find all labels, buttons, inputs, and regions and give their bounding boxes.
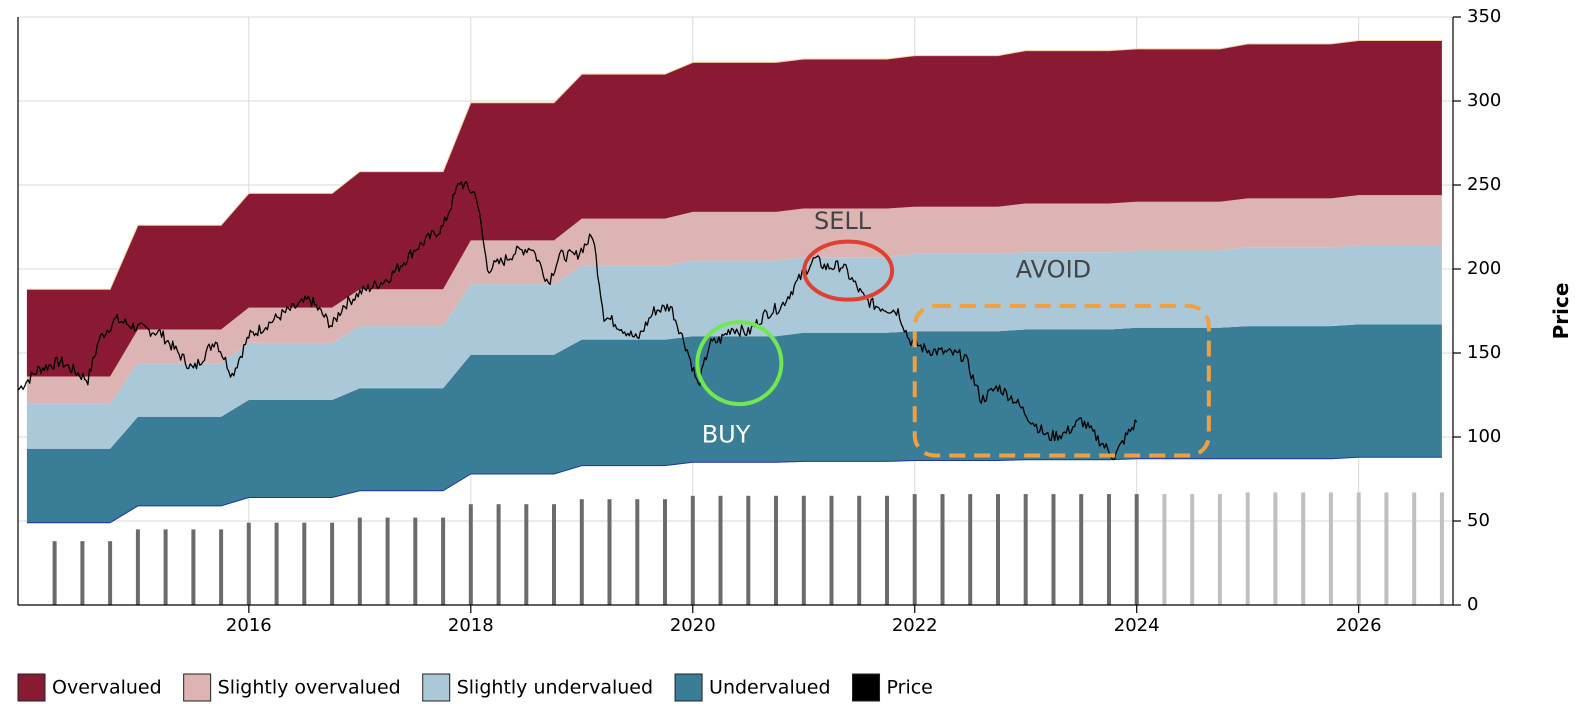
x-tick-label: 2016 <box>226 615 272 636</box>
y-tick-label: 150 <box>1467 342 1501 363</box>
dividend-bar <box>1107 494 1111 605</box>
dividend-bar <box>968 494 973 605</box>
dividend-bar <box>385 517 390 605</box>
dividend-bar <box>940 494 945 605</box>
dividend-bar <box>801 495 806 605</box>
y-tick-label: 50 <box>1467 510 1490 531</box>
dividend-bar <box>718 495 723 605</box>
dividend-bar <box>746 495 751 605</box>
dividend-bar <box>330 522 335 605</box>
legend-swatch-undervalued <box>674 673 703 702</box>
dividend-bar <box>1134 494 1139 605</box>
dividend-bar <box>1051 494 1056 605</box>
dividend-bar <box>857 495 862 605</box>
band-upper-edge <box>26 40 1442 290</box>
dividend-bar <box>441 517 446 605</box>
dividend-bar <box>1190 494 1195 605</box>
legend-swatch-slightly-overvalued <box>183 673 212 702</box>
buy-marker <box>695 320 784 407</box>
legend-swatch-slightly-undervalued <box>422 673 451 702</box>
x-tick-label: 2024 <box>1114 615 1160 636</box>
y-tick-label: 350 <box>1467 6 1501 27</box>
legend-swatch-price <box>852 673 881 702</box>
dividend-bar <box>1356 492 1361 605</box>
x-tick-label: 2026 <box>1336 615 1382 636</box>
dividend-bar <box>108 541 113 605</box>
dividend-bar <box>690 495 695 605</box>
dividend-bar <box>996 494 1000 605</box>
axes: 0 50 100 150 200 250 300 350 2016 2018 2020 2022 202… <box>17 6 1573 636</box>
dividend-bar <box>1301 492 1306 605</box>
legend-label-slightly-undervalued: Slightly undervalued <box>457 677 653 699</box>
sell-marker <box>802 239 895 302</box>
x-tick-label: 2018 <box>448 615 494 636</box>
avoid-marker <box>912 303 1211 458</box>
dividend-bar <box>1412 492 1417 605</box>
band-slightly-overvalued <box>26 195 1442 404</box>
y-tick-label: 200 <box>1467 258 1501 279</box>
y-axis-title: Price <box>1549 283 1573 340</box>
dividend-bar <box>191 529 196 605</box>
dividend-bar <box>357 517 362 605</box>
dividend-bar <box>135 529 140 605</box>
dividend-bar <box>219 529 224 605</box>
legend-label-undervalued: Undervalued <box>709 677 830 699</box>
annotations: SELL AVOID BUY <box>695 207 1211 458</box>
dividend-bar <box>829 495 834 605</box>
dividend-bar <box>579 499 584 605</box>
band-slightly-undervalued <box>26 245 1442 449</box>
dividend-bar <box>912 494 917 605</box>
dividend-bar <box>413 517 418 605</box>
dividend-bar <box>163 529 168 605</box>
dividend-bar <box>496 504 501 605</box>
price-line <box>17 180 1138 461</box>
sell-label: SELL <box>814 207 872 235</box>
valuation-bands <box>26 40 1442 524</box>
x-tick-label: 2020 <box>670 615 716 636</box>
legend-swatch-overvalued <box>17 673 46 702</box>
dividend-bar <box>1217 494 1222 605</box>
band-undervalued <box>26 324 1442 523</box>
avoid-label: AVOID <box>1016 256 1091 284</box>
dividend-bar <box>52 541 57 605</box>
dividend-bars <box>52 492 1444 605</box>
dividend-bar <box>1245 492 1250 605</box>
dividend-bar <box>607 499 612 605</box>
dividend-bar <box>1328 492 1333 605</box>
y-tick-label: 100 <box>1467 426 1501 447</box>
buy-label: BUY <box>702 420 751 448</box>
dividend-bar <box>1079 494 1084 605</box>
dividend-bar <box>885 495 889 605</box>
y-tick-label: 0 <box>1467 594 1478 615</box>
legend-label-price: Price <box>887 677 933 699</box>
y-tick-label: 300 <box>1467 90 1501 111</box>
legend: Overvalued Slightly overvalued Slightly un… <box>17 673 933 702</box>
band-overvalued <box>26 40 1442 377</box>
dividend-bar <box>1439 492 1444 605</box>
dividend-bar <box>1162 494 1167 605</box>
dividend-bar <box>552 504 556 605</box>
dividend-bar <box>524 504 529 605</box>
dividend-bar <box>1273 492 1278 605</box>
legend-label-slightly-overvalued: Slightly overvalued <box>218 677 401 699</box>
dividend-bar <box>635 499 640 605</box>
x-tick-label: 2022 <box>892 615 938 636</box>
dividend-bar <box>246 522 251 605</box>
dividend-bar <box>80 541 85 605</box>
dividend-bar <box>663 499 667 605</box>
dividend-bar <box>774 495 778 605</box>
price-series <box>17 180 1138 461</box>
band-lower-edge <box>26 456 1442 524</box>
y-tick-label: 250 <box>1467 174 1501 195</box>
dividend-bar <box>274 522 279 605</box>
dividend-bar <box>1384 492 1389 605</box>
dividend-bar <box>468 504 473 605</box>
dividend-bar <box>302 522 307 605</box>
dividend-bar <box>1023 494 1028 605</box>
legend-label-overvalued: Overvalued <box>52 677 162 699</box>
